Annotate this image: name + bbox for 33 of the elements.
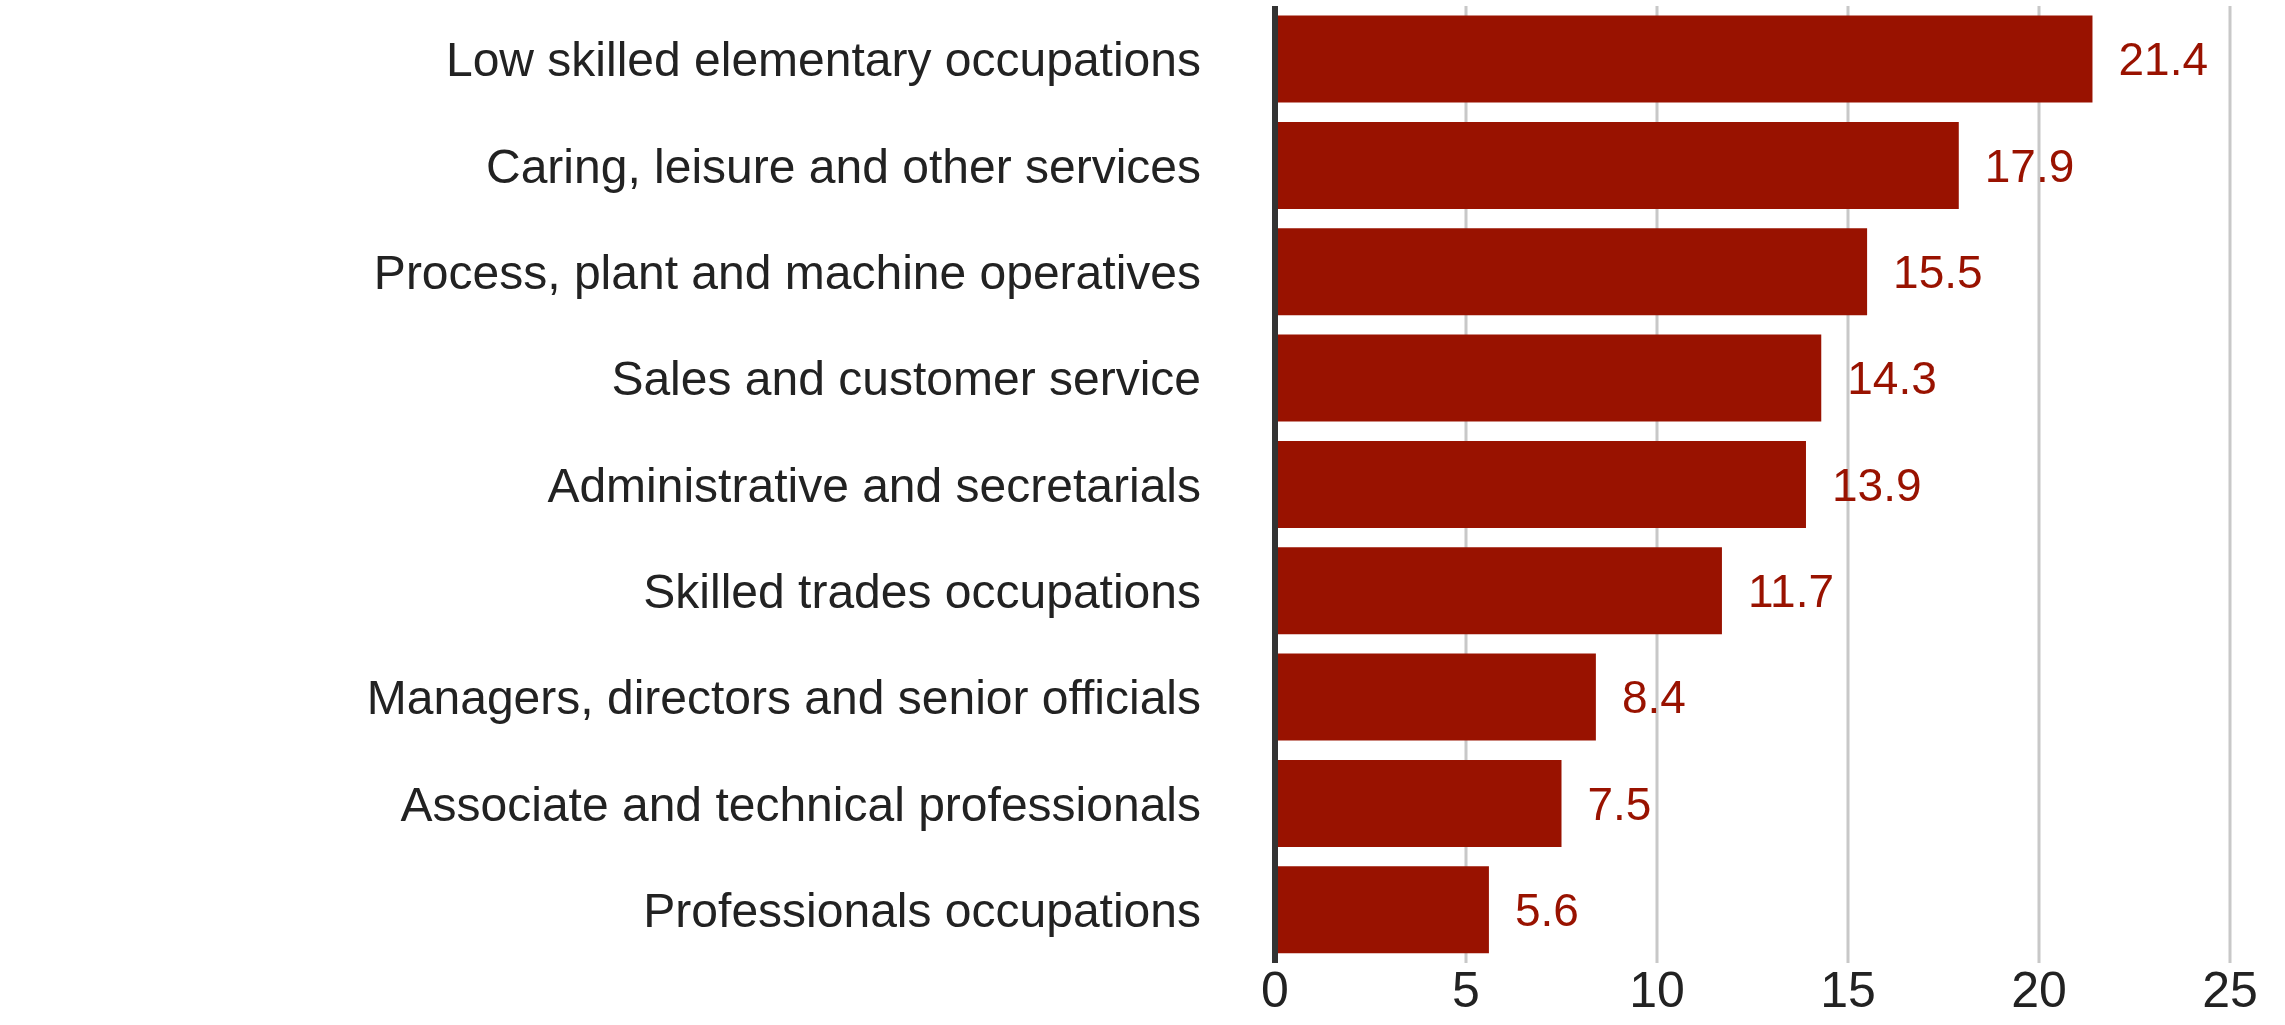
y-tick-label: Administrative and secretarials (547, 458, 1201, 512)
bar (1275, 547, 1722, 635)
x-tick-label: 0 (1261, 961, 1289, 1018)
data-label: 14.3 (1847, 352, 1937, 405)
bar (1275, 15, 2093, 103)
y-tick-label: Low skilled elementary occupations (445, 33, 1201, 87)
bar (1275, 228, 1868, 316)
data-label: 7.5 (1587, 777, 1652, 830)
bar (1275, 653, 1596, 741)
data-label: 13.9 (1831, 458, 1922, 511)
bar (1275, 334, 1822, 422)
data-label: 11.7 (1747, 565, 1835, 618)
bar (1275, 759, 1562, 847)
y-tick-label: Skilled trades occupations (643, 564, 1201, 618)
data-label: 17.9 (1984, 139, 2075, 192)
y-tick-label: Associate and technical professionals (400, 777, 1201, 831)
data-label: 8.4 (1621, 671, 1686, 724)
data-label: 5.6 (1514, 884, 1579, 937)
x-tick-label: 20 (2011, 961, 2067, 1018)
x-tick-label: 10 (1629, 961, 1685, 1018)
bar (1275, 866, 1489, 954)
x-tick-label: 15 (1820, 961, 1876, 1018)
y-tick-label: Professionals occupations (643, 883, 1201, 937)
bar (1275, 121, 1959, 209)
x-tick-label: 25 (2202, 961, 2258, 1018)
data-label: 15.5 (1893, 246, 1983, 299)
data-label: 21.4 (2118, 33, 2209, 86)
x-tick-label: 5 (1452, 961, 1480, 1018)
y-tick-label: Caring, leisure and other services (485, 139, 1201, 193)
y-tick-label: Process, plant and machine operatives (373, 245, 1201, 299)
y-tick-label: Managers, directors and senior officials (366, 671, 1201, 725)
y-tick-label: Sales and customer service (611, 352, 1201, 406)
bar (1275, 440, 1806, 528)
